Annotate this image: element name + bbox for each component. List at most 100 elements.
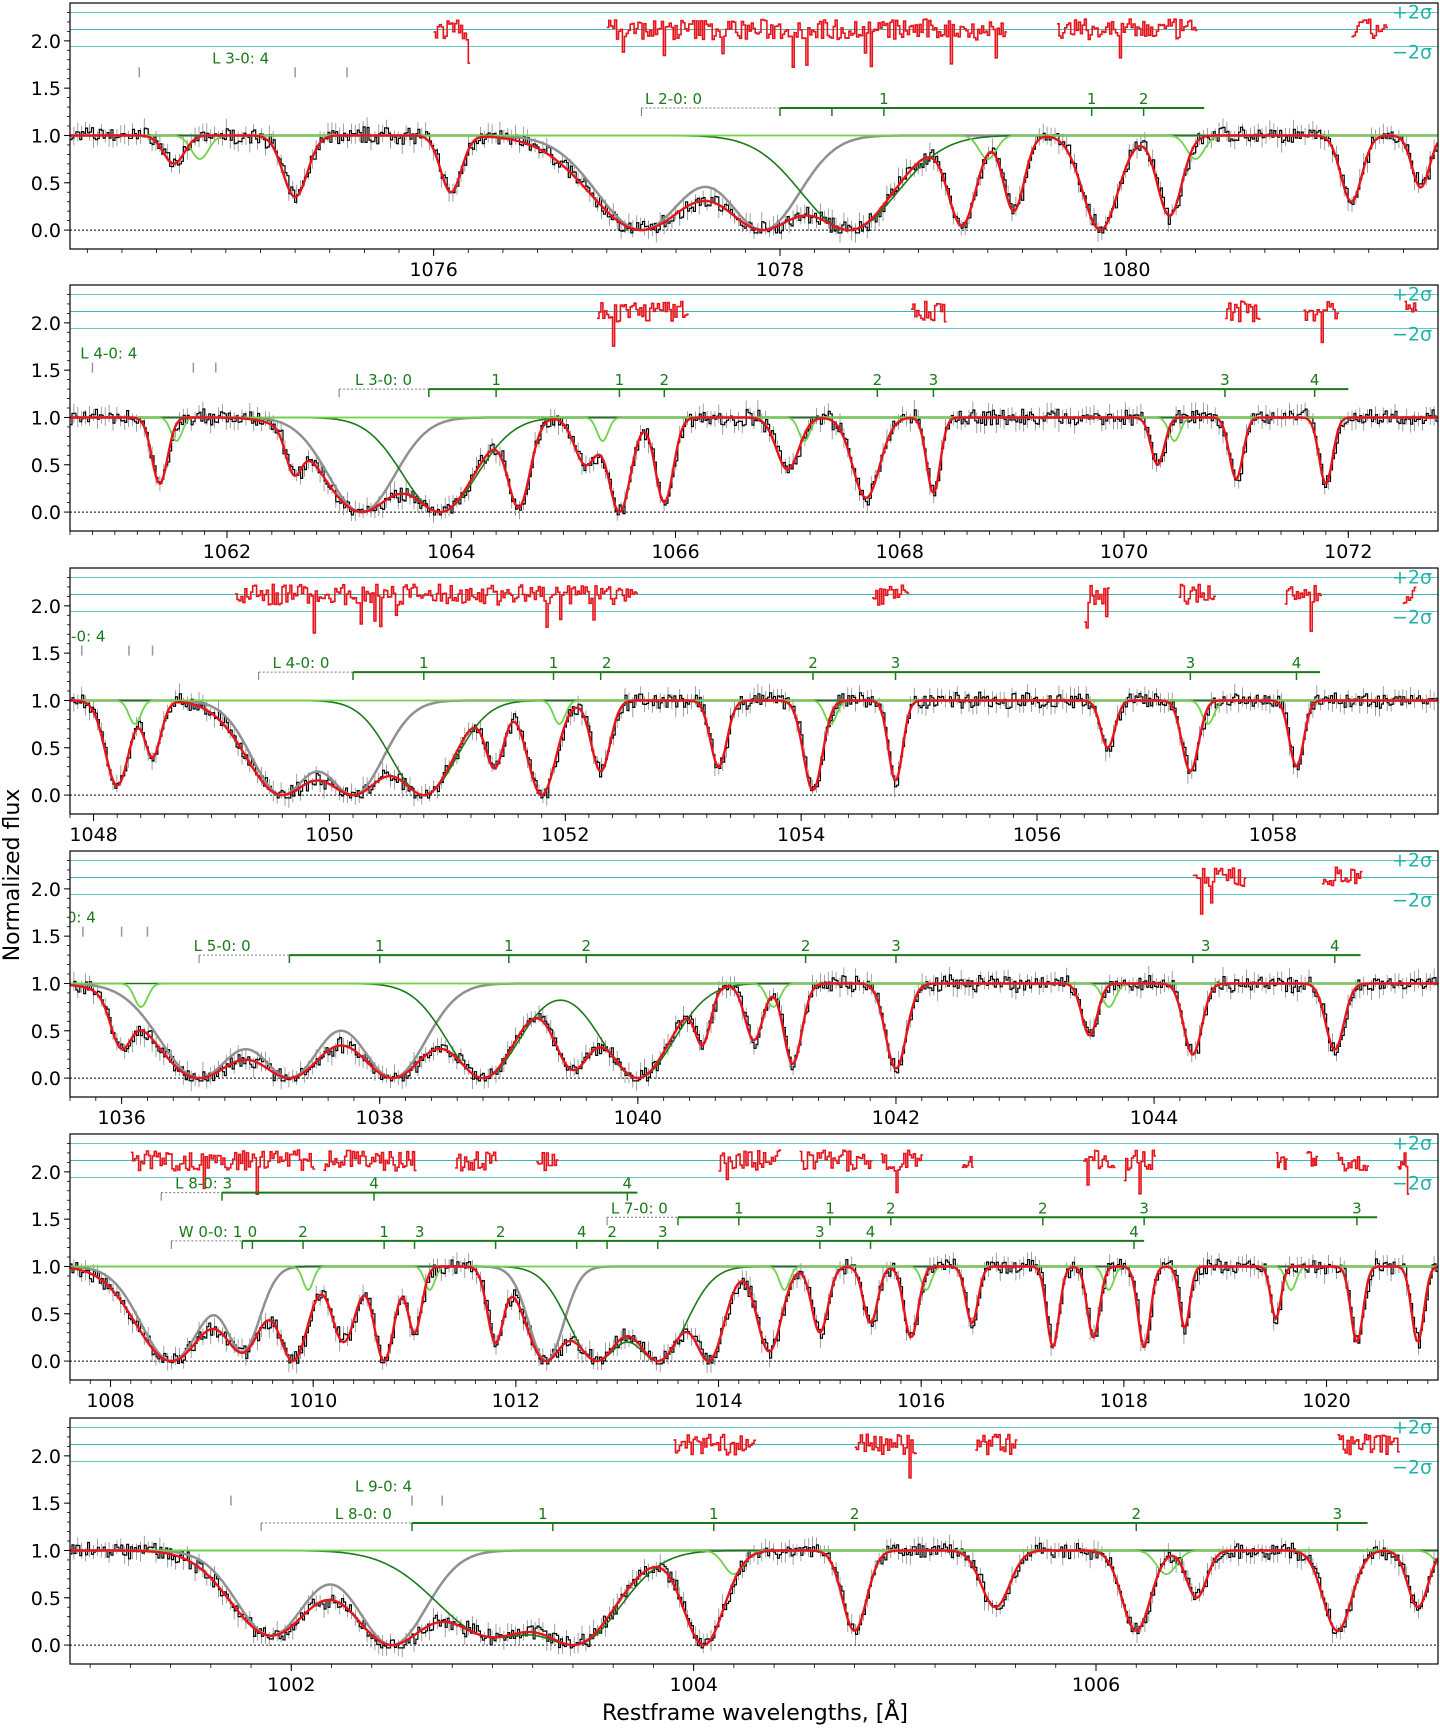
total-model (70, 1265, 1438, 1363)
y-tick-label: 1.5 (31, 360, 61, 382)
x-tick-label: 1066 (651, 541, 699, 563)
total-model (70, 1549, 1438, 1647)
level-label: 3 (1352, 1199, 1362, 1217)
level-label: 4 (1129, 1223, 1139, 1241)
transition-label: L 9-0: 4 (355, 1478, 412, 1496)
y-tick-label: 1.5 (31, 1493, 61, 1515)
level-label: 3 (1186, 654, 1196, 672)
transition-group: L 3-0: 0 1 1 2 2 3 3 4 (338, 371, 1349, 398)
transition-label: L 3-0: 0 (355, 371, 412, 389)
level-label: 3 (415, 1223, 425, 1241)
level-label: 3 (815, 1223, 825, 1241)
residual-segment (455, 1151, 498, 1172)
transition-label: L 8-0: 3 (175, 1175, 232, 1193)
residual-segment (871, 584, 910, 606)
plot-area: L 6-0: 4 L 5-0: 0 1 1 2 2 3 3 4 (39, 859, 1438, 1092)
level-label: 4 (1310, 371, 1320, 389)
residual-segment (1402, 586, 1417, 605)
x-tick-label: 1080 (1102, 259, 1150, 281)
observed-flux (70, 1541, 1438, 1649)
level-label: 1 (419, 654, 429, 672)
x-tick-label: 1038 (356, 1107, 404, 1129)
total-model (70, 134, 1438, 232)
x-tick-label: 1006 (1072, 1674, 1120, 1696)
y-tick-label: 0.0 (31, 220, 61, 242)
transition-label: L 6-0: 4 (39, 909, 96, 927)
level-label: 1 (615, 371, 625, 389)
residual-segment (1404, 300, 1418, 313)
level-label: 2 (581, 937, 591, 955)
residual-segment (323, 1149, 417, 1172)
y-tick-label: 1.0 (31, 690, 61, 712)
spectrum-panel-3: L 5-0: 4 L 4-0: 0 1 1 2 2 3 3 4 0.0 0.5 1.0 1.5 2.0 10… (31, 566, 1439, 846)
observed-flux (70, 974, 1438, 1082)
h2-component (70, 982, 1438, 1079)
total-model (70, 699, 1438, 797)
spectrum-panel-6: L 9-0: 4 L 8-0: 0 1 1 2 2 3 0.0 0.5 1.0 1.5 2.0 1002… (31, 1416, 1439, 1696)
x-tick-label: 1076 (409, 259, 457, 281)
x-tick-label: 1004 (669, 1674, 717, 1696)
y-tick-label: 0.5 (31, 738, 61, 760)
y-tick-label: 0.5 (31, 1588, 61, 1610)
x-tick-label: 1012 (492, 1390, 540, 1412)
x-tick-label: 1078 (756, 259, 804, 281)
residual-segment (536, 1152, 559, 1172)
level-label: 2 (496, 1223, 506, 1241)
h2-component (70, 699, 1438, 796)
residual-segment (433, 19, 471, 64)
x-tick-label: 1010 (289, 1390, 337, 1412)
panel-frame (69, 1133, 1439, 1381)
level-label: 2 (873, 371, 883, 389)
x-tick-label: 1040 (614, 1107, 662, 1129)
panel-frame (69, 2, 1439, 250)
hd-component (70, 699, 1438, 726)
x-tick-label: 1042 (872, 1107, 920, 1129)
transition-group: L 3-0: 4 (138, 49, 348, 78)
residual-segment (1057, 18, 1198, 59)
x-tick-label: 1048 (69, 824, 117, 846)
x-axis-title: Restframe wavelengths, [Å] (602, 1699, 908, 1726)
transition-label: L 4-0: 4 (80, 345, 137, 363)
x-tick-label: 1072 (1324, 541, 1372, 563)
residual-segment (1178, 583, 1216, 605)
level-label: 0 (248, 1223, 258, 1241)
spectrum-panel-2: L 4-0: 4 L 3-0: 0 1 1 2 2 3 3 4 0.0 0.5 1.0 1.5 2.0 10… (31, 283, 1439, 563)
sigma-plus-label: +2σ (1392, 1, 1432, 23)
residual-segment (1351, 18, 1388, 39)
y-tick-label: 0.0 (31, 785, 61, 807)
sigma-plus-label: +2σ (1392, 283, 1432, 305)
residual-segment (1284, 584, 1322, 632)
residual-segment (961, 1155, 974, 1169)
residual-segment (1306, 1151, 1319, 1167)
sigma-plus-label: +2σ (1392, 566, 1432, 588)
y-tick-label: 2.0 (31, 313, 61, 335)
x-tick-label: 1054 (777, 824, 825, 846)
y-tick-label: 2.0 (31, 879, 61, 901)
x-tick-label: 1014 (694, 1390, 742, 1412)
level-label: 1 (549, 654, 559, 672)
hd-component (70, 134, 1438, 161)
y-tick-label: 0.0 (31, 1068, 61, 1090)
sigma-plus-label: +2σ (1392, 1132, 1432, 1154)
level-label: 4 (623, 1175, 633, 1193)
x-tick-label: 1062 (203, 541, 251, 563)
sigma-minus-label: −2σ (1392, 324, 1432, 346)
transition-label: L 7-0: 0 (611, 1199, 668, 1217)
y-tick-label: 0.5 (31, 1304, 61, 1326)
residual-segment (1397, 1152, 1410, 1195)
level-label: 3 (1201, 937, 1211, 955)
level-label: 2 (1038, 1199, 1048, 1217)
other-component (70, 699, 1438, 797)
transition-label: W 0-0: 1 (179, 1223, 242, 1241)
residual-segment (1192, 867, 1247, 915)
sigma-plus-label: +2σ (1392, 849, 1432, 871)
sigma-minus-label: −2σ (1392, 1457, 1432, 1479)
transition-group: L 5-0: 0 1 1 2 2 3 3 4 (194, 937, 1361, 964)
y-tick-label: 0.0 (31, 502, 61, 524)
residual-segment (854, 1433, 917, 1479)
panel-frame (69, 284, 1439, 532)
residual-segment (235, 583, 638, 634)
